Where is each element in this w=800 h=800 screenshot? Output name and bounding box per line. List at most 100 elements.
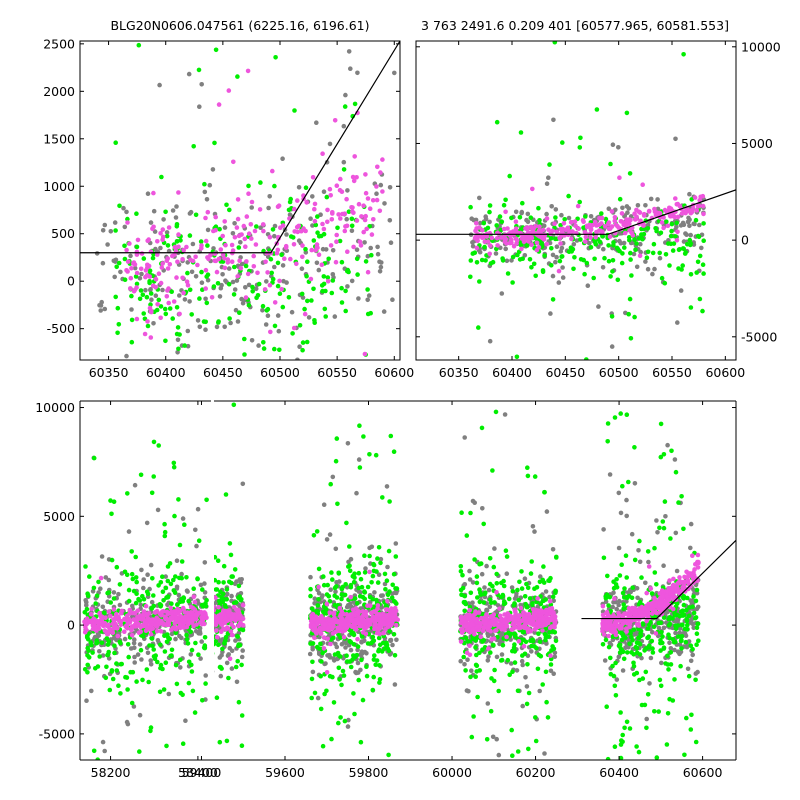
data-point-green xyxy=(520,637,526,643)
data-point-magenta xyxy=(495,243,500,248)
data-point-green xyxy=(316,234,322,239)
data-point-green xyxy=(326,256,332,262)
data-point-green xyxy=(168,581,174,587)
data-point-magenta xyxy=(593,235,598,240)
data-point-green xyxy=(314,529,320,534)
data-point-magenta xyxy=(125,626,130,631)
data-point-gray xyxy=(155,507,161,513)
data-point-gray xyxy=(379,260,384,265)
data-point-magenta xyxy=(207,623,212,628)
data-point-green xyxy=(163,311,169,317)
data-point-green xyxy=(138,647,144,653)
data-point-green xyxy=(552,41,558,45)
data-point-magenta xyxy=(225,625,231,631)
data-point-green xyxy=(186,659,192,665)
data-point-magenta xyxy=(334,239,339,244)
data-point-green xyxy=(147,643,152,648)
data-point-gray xyxy=(666,238,671,243)
data-point-gray xyxy=(207,729,212,734)
data-point-gray xyxy=(523,675,528,680)
data-point-magenta xyxy=(700,193,706,199)
data-point-green xyxy=(279,252,284,258)
data-point-magenta xyxy=(588,235,593,240)
data-point-green xyxy=(157,593,162,598)
data-point-gray xyxy=(532,630,537,635)
data-point-green xyxy=(352,596,358,601)
data-point-magenta xyxy=(252,228,258,234)
data-point-magenta xyxy=(552,221,557,226)
data-point-gray xyxy=(99,554,105,559)
data-point-green xyxy=(538,601,544,607)
data-point-green xyxy=(302,306,307,312)
data-point-green xyxy=(189,669,195,674)
data-point-magenta xyxy=(361,203,366,208)
data-point-magenta xyxy=(128,286,133,291)
data-point-green xyxy=(111,499,117,505)
data-point-gray xyxy=(486,587,492,593)
data-point-green xyxy=(349,216,355,222)
model-line xyxy=(80,41,400,254)
data-point-magenta xyxy=(178,614,183,619)
data-point-magenta xyxy=(304,200,310,205)
data-point-green xyxy=(602,255,607,261)
data-point-green xyxy=(386,752,391,758)
data-point-magenta xyxy=(214,623,215,627)
data-point-magenta xyxy=(205,629,210,634)
data-point-magenta xyxy=(355,609,361,615)
data-point-magenta xyxy=(111,607,117,612)
data-point-green xyxy=(467,639,473,645)
data-point-magenta xyxy=(276,203,282,208)
data-point-gray xyxy=(530,524,536,529)
data-point-magenta xyxy=(171,299,177,304)
data-point-magenta xyxy=(337,625,343,631)
data-point-gray xyxy=(554,244,560,249)
data-point-green xyxy=(126,587,132,593)
y-tick-label: 2500 xyxy=(43,36,75,51)
data-point-magenta xyxy=(154,615,159,620)
data-point-gray xyxy=(346,717,351,723)
data-point-magenta xyxy=(378,613,384,618)
data-point-gray xyxy=(650,271,655,277)
data-point-gray xyxy=(145,572,150,577)
data-point-green xyxy=(696,234,702,240)
data-point-green xyxy=(503,548,509,553)
data-point-green xyxy=(204,576,209,581)
data-point-green xyxy=(327,673,333,679)
data-point-gray xyxy=(188,652,194,657)
data-point-magenta xyxy=(351,244,356,250)
data-point-green xyxy=(167,541,172,546)
data-point-gray xyxy=(559,245,565,251)
data-point-magenta xyxy=(328,243,334,248)
data-point-green xyxy=(320,743,326,749)
data-point-green xyxy=(117,639,123,645)
data-point-gray xyxy=(197,324,203,330)
data-point-gray xyxy=(315,695,321,701)
data-point-gray xyxy=(179,571,184,577)
data-point-green xyxy=(130,669,136,675)
data-point-green xyxy=(204,597,209,603)
data-point-gray xyxy=(345,441,351,446)
data-point-green xyxy=(204,300,210,306)
data-point-green xyxy=(250,289,255,294)
data-point-magenta xyxy=(89,606,94,612)
data-point-gray xyxy=(272,264,277,270)
data-point-green xyxy=(357,423,362,429)
data-point-gray xyxy=(108,229,114,234)
data-point-gray xyxy=(382,201,387,206)
data-point-magenta xyxy=(314,244,320,250)
data-point-green xyxy=(290,331,295,336)
data-point-magenta xyxy=(588,227,594,232)
data-point-green xyxy=(560,140,565,145)
data-point-magenta xyxy=(191,594,197,600)
data-point-green xyxy=(86,648,91,653)
data-point-green xyxy=(177,542,183,548)
data-point-green xyxy=(160,574,165,579)
data-point-gray xyxy=(195,506,201,512)
data-point-gray xyxy=(199,639,204,644)
data-point-magenta xyxy=(235,197,241,202)
data-point-gray xyxy=(359,640,364,645)
data-point-magenta xyxy=(544,241,550,247)
data-point-magenta xyxy=(129,266,134,271)
data-point-green xyxy=(206,656,211,661)
data-point-magenta xyxy=(222,265,228,271)
